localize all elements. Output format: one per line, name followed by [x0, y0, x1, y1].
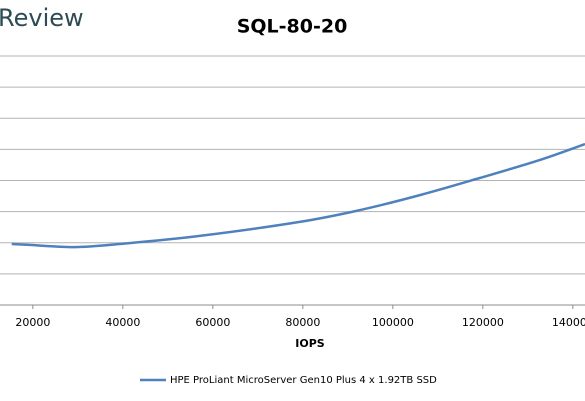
- brand: Review: [0, 4, 84, 32]
- series-line: [11, 142, 585, 249]
- x-tick-label: 60000: [195, 316, 230, 329]
- legend-label: HPE ProLiant MicroServer Gen10 Plus 4 x …: [170, 375, 437, 386]
- x-tick-label: 20000: [15, 316, 50, 329]
- x-tick-label: 40000: [105, 316, 140, 329]
- x-axis-label: IOPS: [295, 337, 325, 350]
- x-tick-label: 100000: [372, 316, 414, 329]
- x-tick-label: 80000: [285, 316, 320, 329]
- x-tick-label: 140000: [552, 316, 585, 329]
- x-tick-label: 120000: [462, 316, 504, 329]
- chart-title: SQL-80-20: [237, 16, 348, 38]
